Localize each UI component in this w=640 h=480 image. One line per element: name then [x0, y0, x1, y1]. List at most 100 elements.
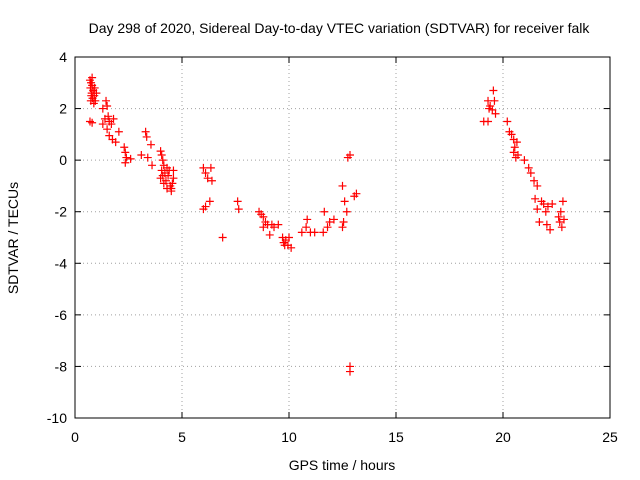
data-point [98, 104, 107, 113]
y-tick-label: -6 [55, 307, 68, 323]
data-point [203, 174, 212, 183]
data-point [285, 233, 293, 242]
data-point [158, 156, 167, 165]
data-point [109, 114, 118, 123]
data-point [533, 181, 542, 190]
data-point [85, 117, 94, 126]
data-point [345, 367, 354, 376]
data-point [542, 220, 551, 229]
data-point [156, 147, 165, 156]
x-tick-label: 20 [495, 429, 511, 445]
data-point [489, 86, 498, 95]
data-point [107, 120, 116, 129]
y-tick-label: -10 [47, 410, 67, 426]
data-point [490, 96, 499, 105]
data-point [121, 158, 130, 167]
data-point [507, 130, 516, 139]
data-point [513, 150, 522, 159]
plot-frame [74, 56, 611, 419]
data-point [104, 112, 113, 121]
data-point [102, 96, 111, 105]
data-point [88, 118, 97, 127]
y-tick-label: -8 [55, 358, 68, 374]
data-point [274, 220, 283, 229]
data-point [137, 150, 146, 159]
y-tick-label: 4 [59, 49, 67, 65]
data-point [111, 138, 120, 147]
data-point [320, 207, 329, 216]
y-tick-label: 0 [59, 152, 67, 168]
data-point [161, 176, 170, 185]
y-tick-label: -2 [55, 204, 68, 220]
data-point [206, 163, 215, 172]
data-point [539, 199, 548, 208]
data-point [297, 228, 306, 237]
data-point [233, 197, 242, 206]
data-point [169, 174, 178, 183]
data-point [484, 117, 493, 126]
data-point [199, 163, 208, 172]
data-point [86, 96, 95, 105]
y-axis-title: SDTVAR / TECUs [5, 182, 21, 294]
data-point [558, 197, 567, 206]
data-point [92, 89, 101, 98]
data-point [141, 127, 150, 136]
data-point [218, 233, 227, 242]
data-point [270, 223, 279, 232]
data-point [167, 184, 176, 193]
data-point [148, 161, 157, 170]
data-point [533, 205, 542, 214]
data-point [352, 189, 361, 198]
data-point [103, 101, 112, 110]
y-tick-label: -4 [55, 255, 68, 271]
data-point [201, 169, 210, 178]
data-point [302, 223, 311, 232]
data-point [126, 154, 135, 163]
data-point [555, 218, 564, 227]
data-point [323, 223, 332, 232]
data-point [520, 156, 529, 165]
data-point [98, 120, 107, 129]
data-point [548, 199, 557, 208]
x-tick-label: 5 [178, 429, 186, 445]
data-point [541, 207, 550, 216]
data-point [88, 73, 97, 82]
data-point [340, 197, 349, 206]
y-tick-label: 2 [59, 101, 67, 117]
x-tick-label: 10 [281, 429, 297, 445]
data-point [103, 125, 112, 134]
data-point [157, 150, 166, 159]
data-point [509, 148, 518, 157]
data-point [319, 228, 328, 237]
data-point [143, 153, 152, 162]
data-point [168, 179, 177, 188]
data-point [530, 176, 539, 185]
data-point [303, 215, 312, 224]
data-point [259, 212, 268, 221]
x-tick-label: 0 [71, 429, 79, 445]
data-point [234, 205, 243, 214]
data-point [503, 117, 512, 126]
data-point [338, 181, 347, 190]
data-point [342, 207, 351, 216]
data-point [146, 140, 155, 149]
data-point [491, 109, 500, 118]
chart-title: Day 298 of 2020, Sidereal Day-to-day VTE… [89, 20, 591, 36]
data-point [526, 169, 535, 178]
data-point [205, 197, 214, 206]
data-point [339, 218, 348, 227]
x-axis-title: GPS time / hours [289, 457, 396, 473]
data-point [559, 215, 568, 224]
data-point [557, 223, 566, 232]
data-point [510, 143, 519, 152]
data-point [531, 194, 540, 203]
data-point [345, 150, 354, 159]
data-point [512, 138, 521, 147]
x-tick-label: 15 [388, 429, 404, 445]
data-point [546, 225, 555, 234]
data-point [142, 132, 151, 141]
data-point [259, 223, 268, 232]
data-point [554, 212, 563, 221]
data-point [310, 228, 319, 237]
